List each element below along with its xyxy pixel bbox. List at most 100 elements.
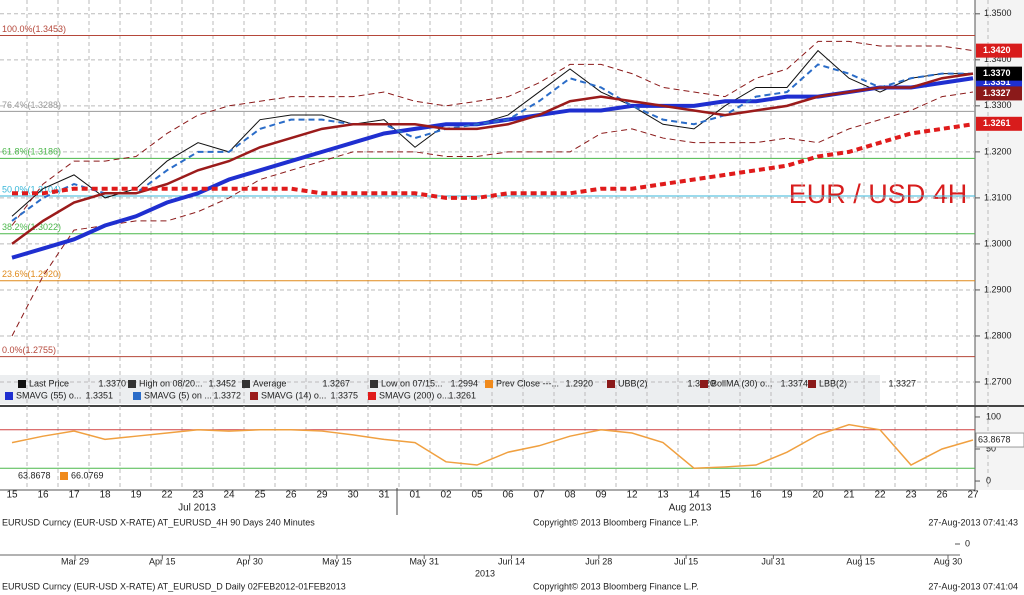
price-line xyxy=(11,76,974,260)
legend-swatch xyxy=(5,392,13,400)
copyright: Copyright© 2013 Bloomberg Finance L.P. xyxy=(533,517,699,527)
x-tick-label: 07 xyxy=(533,490,545,501)
x-tick-label: Jun 28 xyxy=(585,556,612,566)
legend-value: 1.3375 xyxy=(330,390,358,400)
legend-swatch xyxy=(133,392,141,400)
y-tick-label: 0 xyxy=(986,475,991,485)
x-tick-label: May 15 xyxy=(322,556,352,566)
y-tick-label: 1.3500 xyxy=(984,8,1012,18)
x-tick-label: 19 xyxy=(130,490,142,501)
legend-name: SMAVG (14) o... xyxy=(261,390,326,400)
legend-swatch xyxy=(368,392,376,400)
x-tick-label: Mar 29 xyxy=(61,556,89,566)
x-tick-label: 25 xyxy=(254,490,266,501)
price-tag xyxy=(976,66,1022,81)
fib-label: 50.0%(1.3104) xyxy=(2,184,61,194)
legend-swatch xyxy=(485,380,493,388)
legend-value: 1.3327 xyxy=(888,378,916,388)
legend-value: 1.3351 xyxy=(85,390,113,400)
legend-value: 1.3370 xyxy=(98,378,126,388)
y-tick-label: 1.3200 xyxy=(984,146,1012,156)
price-line xyxy=(11,91,974,337)
x-tick-label: 17 xyxy=(68,490,80,501)
x-tick-label: 18 xyxy=(99,490,111,501)
timestamp: 27-Aug-2013 07:41:43 xyxy=(928,517,1018,527)
x-tick-label: Jul 31 xyxy=(761,556,785,566)
fib-label: 61.8%(1.3186) xyxy=(2,147,61,157)
legend-swatch xyxy=(242,380,250,388)
y-tick-label: 1.3400 xyxy=(984,54,1012,64)
x-tick-label: 08 xyxy=(564,490,576,501)
x-tick-label: 27 xyxy=(967,490,979,501)
y-tick-label: 100 xyxy=(986,411,1001,421)
x-tick-label: 22 xyxy=(874,490,886,501)
x-tick-label: 26 xyxy=(936,490,948,501)
fib-label: 76.4%(1.3288) xyxy=(2,100,61,110)
legend-box xyxy=(0,375,880,404)
x-tick-label: 21 xyxy=(843,490,855,501)
x-tick-label: 05 xyxy=(471,490,483,501)
x-tick-label: Apr 30 xyxy=(236,556,263,566)
legend-swatch xyxy=(370,380,378,388)
x-tick-label: Aug 15 xyxy=(846,556,875,566)
price-tag-label: 1.3327 xyxy=(983,88,1011,98)
x-tick-label: 16 xyxy=(750,490,762,501)
x-tick-label: 22 xyxy=(161,490,173,501)
rsi-line xyxy=(11,423,974,469)
x-tick-label: 24 xyxy=(223,490,235,501)
legend-swatch xyxy=(250,392,258,400)
price-tag xyxy=(976,43,1022,58)
x-tick-label: 19 xyxy=(781,490,793,501)
legend-value: 1.3261 xyxy=(448,390,476,400)
y-tick-label: 1.3300 xyxy=(984,100,1012,110)
price-tag-label: 1.3420 xyxy=(983,45,1011,55)
source-text: EURUSD Curncy (EUR-USD X-RATE) AT_EURUSD… xyxy=(2,517,315,527)
rsi-tag: 63.8678 xyxy=(978,434,1011,444)
legend-swatch xyxy=(808,380,816,388)
legend-swatch xyxy=(700,380,708,388)
copyright: Copyright© 2013 Bloomberg Finance L.P. xyxy=(533,581,699,591)
legend-swatch xyxy=(18,380,26,388)
y-tick-label: 1.3100 xyxy=(984,192,1012,202)
x-tick-label: Apr 15 xyxy=(149,556,176,566)
x-tick-label: Aug 30 xyxy=(934,556,963,566)
rsi-tag-box xyxy=(975,432,1024,448)
x-tick-label: 14 xyxy=(688,490,700,501)
x-tick-label: 26 xyxy=(285,490,297,501)
x-tick-label: 01 xyxy=(409,490,421,501)
price-line xyxy=(11,40,974,226)
y-tick-label: 1.2900 xyxy=(984,284,1012,294)
legend-name: Last Price xyxy=(29,378,69,388)
x-tick-label: 09 xyxy=(595,490,607,501)
legend-name: Low on 07/15... xyxy=(381,378,443,388)
fib-label: 0.0%(1.2755) xyxy=(2,345,56,355)
x-tick-label: 16 xyxy=(37,490,49,501)
x-tick-label: 23 xyxy=(192,490,204,501)
x-tick-label: 31 xyxy=(378,490,390,501)
legend-value: 1.3374 xyxy=(780,378,808,388)
price-line xyxy=(11,63,973,222)
y-tick-label: 1.3000 xyxy=(984,238,1012,248)
rsi-legend: 66.0769 xyxy=(71,470,104,480)
chart-annotation: EUR / USD 4H xyxy=(789,179,968,209)
x-tick-label: 29 xyxy=(316,490,328,501)
price-tag-label: 1.3261 xyxy=(983,118,1011,128)
period-label: Jul 2013 xyxy=(178,503,216,514)
legend-name: Average xyxy=(253,378,286,388)
x-tick-label: May 31 xyxy=(409,556,439,566)
legend-value: 1.3452 xyxy=(208,378,236,388)
legend-name: SMAVG (200) o... xyxy=(379,390,449,400)
legend-name: Prev Close ---... xyxy=(496,378,559,388)
legend-name: UBB(2) xyxy=(618,378,648,388)
legend-value: 1.3372 xyxy=(213,390,241,400)
y-tick-label: 50 xyxy=(986,443,996,453)
y-tick-label: 1.2800 xyxy=(984,330,1012,340)
legend-value: 1.2920 xyxy=(565,378,593,388)
x-tick-label: Jul 15 xyxy=(674,556,698,566)
price-tag xyxy=(976,116,1022,131)
legend-name: SMAVG (55) o... xyxy=(16,390,81,400)
period-label: Aug 2013 xyxy=(669,503,712,514)
source-text: EURUSD Curncy (EUR-USD X-RATE) AT_EURUSD… xyxy=(2,581,346,591)
